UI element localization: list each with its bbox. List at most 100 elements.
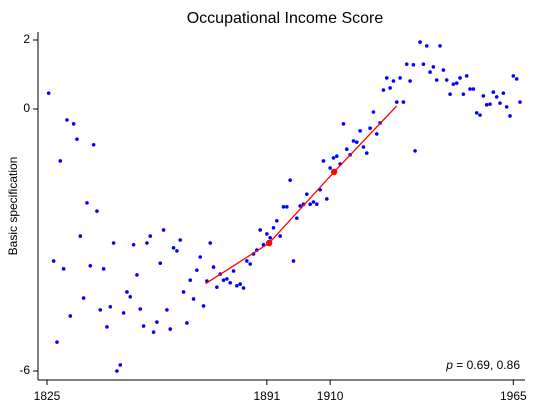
data-point <box>75 137 79 141</box>
data-point <box>135 273 139 277</box>
data-point <box>78 234 83 238</box>
data-point <box>51 259 56 263</box>
data-point <box>494 95 499 99</box>
data-point <box>344 147 349 151</box>
x-tick-label: 1891 <box>253 389 280 403</box>
data-point <box>471 87 476 91</box>
data-point <box>518 100 522 104</box>
data-point <box>351 139 356 143</box>
data-point <box>271 225 276 230</box>
data-point <box>328 166 332 170</box>
data-point <box>208 241 213 245</box>
data-point <box>501 91 506 95</box>
x-tick-label: 1910 <box>317 389 344 403</box>
data-point <box>211 265 216 269</box>
data-point <box>391 79 396 83</box>
data-point <box>61 267 66 271</box>
annotation: p = 0.69, 0.86 <box>445 358 520 372</box>
data-point <box>291 259 296 263</box>
data-point <box>511 74 516 78</box>
data-point <box>121 311 126 315</box>
data-point <box>198 255 203 259</box>
data-point <box>105 325 109 329</box>
data-point <box>185 321 189 325</box>
data-point <box>278 234 282 238</box>
data-point <box>231 269 236 273</box>
data-point <box>361 145 366 149</box>
data-point <box>125 290 129 294</box>
data-point <box>46 91 51 95</box>
y-axis-label: Basic specification <box>6 157 20 256</box>
data-point <box>115 369 119 373</box>
data-point <box>131 243 136 247</box>
data-point <box>488 102 492 106</box>
data-point <box>108 305 113 309</box>
data-point <box>388 86 392 90</box>
data-point <box>368 126 372 131</box>
chart-title: Occupational Income Score <box>187 10 384 27</box>
y-tick-label: -6 <box>19 363 30 377</box>
data-point <box>298 204 302 208</box>
data-point <box>141 324 146 328</box>
data-point <box>394 100 399 104</box>
data-point <box>281 205 286 209</box>
data-point <box>258 228 262 232</box>
data-point <box>371 110 376 114</box>
data-point <box>81 296 86 300</box>
data-point <box>404 62 409 66</box>
data-point <box>451 82 456 86</box>
data-point <box>165 308 169 312</box>
data-point <box>384 76 389 80</box>
x-tick-label: 1825 <box>34 389 61 403</box>
y-tick-label: 0 <box>23 101 30 115</box>
data-point <box>331 156 336 160</box>
data-point <box>248 262 252 266</box>
data-point <box>454 81 459 85</box>
data-point <box>71 122 76 126</box>
data-point <box>118 363 123 367</box>
data-point <box>225 277 229 281</box>
data-point <box>285 205 289 209</box>
data-point <box>311 200 316 204</box>
data-point <box>424 44 429 48</box>
data-point <box>168 327 173 331</box>
data-point <box>55 340 59 344</box>
data-point <box>265 232 269 236</box>
data-point <box>448 92 452 96</box>
data-point <box>215 285 219 289</box>
data-point <box>238 282 242 286</box>
data-point <box>514 77 519 81</box>
data-point <box>268 236 272 240</box>
data-point <box>235 284 239 288</box>
data-point <box>315 202 319 206</box>
data-point <box>438 44 442 48</box>
data-point <box>181 290 186 294</box>
data-point <box>381 88 386 92</box>
data-point <box>201 304 206 308</box>
data-point <box>444 78 449 82</box>
data-point <box>171 246 176 250</box>
data-point <box>175 249 179 253</box>
data-point <box>374 132 379 136</box>
data-point <box>101 267 106 271</box>
data-point <box>245 259 249 263</box>
data-point <box>468 87 472 91</box>
y-tick-label: 2 <box>23 32 30 46</box>
data-point <box>334 154 339 158</box>
data-point <box>401 100 406 104</box>
data-point <box>155 320 159 324</box>
data-point <box>481 94 486 98</box>
data-point <box>325 197 329 201</box>
data-point <box>305 192 309 196</box>
data-point <box>418 40 422 44</box>
data-point <box>85 201 89 205</box>
data-point <box>265 239 273 247</box>
data-point <box>191 297 196 301</box>
data-point <box>228 280 233 285</box>
data-point <box>151 330 156 334</box>
data-point <box>95 209 99 213</box>
data-point <box>221 278 226 282</box>
annotation-text: = 0.69, 0.86 <box>453 358 520 372</box>
data-point <box>128 294 133 299</box>
